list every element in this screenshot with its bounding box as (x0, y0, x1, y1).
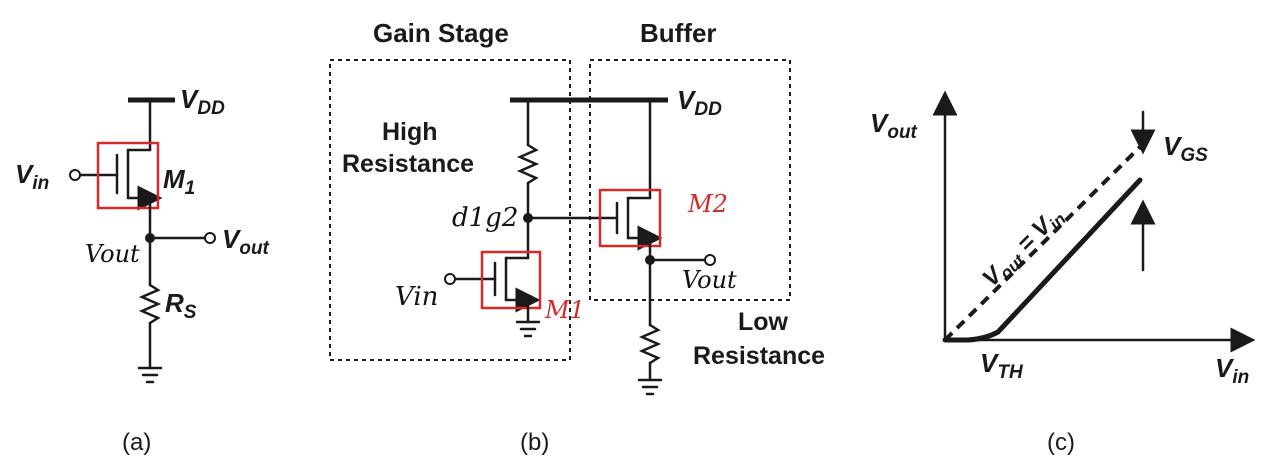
m1-label-a: M1 (163, 164, 195, 199)
vout-terminal-b (704, 254, 716, 266)
high-resistance-label-2: Resistance (342, 150, 474, 178)
resistor-rs-a (138, 283, 162, 325)
ground-symbol-a (137, 366, 163, 384)
vout-handwritten-a: Vout (85, 240, 140, 268)
m2-handwritten-b: M2 (687, 190, 728, 218)
buffer-box (589, 59, 791, 301)
vout-equals-vin-line (943, 142, 1145, 342)
ground-symbol-b1 (515, 320, 541, 338)
panel-a-source-follower: VDD Vin M1 Vout Vout RS (a) (15, 84, 270, 456)
vgs-label: VGS (1163, 131, 1208, 166)
vdd-label-a: VDD (180, 84, 225, 119)
rs-label-a: RS (165, 288, 197, 323)
high-resistance-label-1: High (382, 118, 438, 146)
vout-response-curve (942, 177, 1143, 343)
m1-highlight-box-b (480, 250, 542, 310)
low-resistance-label-2: Resistance (693, 342, 825, 370)
vin-terminal-a (69, 169, 81, 181)
m2-highlight-box-b (598, 188, 662, 248)
caption-a: (a) (122, 429, 151, 456)
resistor-load-b (516, 143, 540, 185)
m1-handwritten-b: M1 (544, 296, 585, 324)
buffer-label: Buffer (640, 18, 717, 48)
panel-b-gain-buffer: Gain Stage Buffer High Resistance Low Re… (329, 18, 825, 456)
vin-label-a: Vin (15, 159, 49, 194)
ground-symbol-b2 (637, 378, 663, 396)
d1g2-handwritten: d1g2 (452, 203, 518, 233)
y-axis-label: Vout (870, 108, 918, 143)
vdd-label-b: VDD (677, 85, 722, 120)
panel-c-transfer-curve: Vout Vin VGS VTH Vout = Vin (c) (870, 90, 1256, 456)
low-resistance-label-1: Low (738, 308, 789, 336)
transistor-m2-b (615, 196, 663, 251)
resistor-rs-b (638, 323, 662, 365)
vout-terminal-a (204, 232, 216, 244)
vout-equals-vin-label: Vout = Vin (977, 202, 1070, 295)
x-axis-label: Vin (1215, 353, 1249, 388)
m1-highlight-box-a (96, 141, 160, 210)
vout-handwritten-b: Vout (682, 266, 737, 294)
vth-label: VTH (980, 348, 1024, 383)
vin-terminal-b (444, 273, 456, 285)
vin-handwritten-b: Vin (395, 282, 438, 312)
transistor-m1-a (78, 148, 163, 211)
vout-label-a: Vout (222, 224, 270, 259)
gain-stage-label: Gain Stage (373, 18, 509, 48)
gain-stage-box (329, 59, 571, 361)
caption-b: (b) (520, 429, 549, 456)
caption-c: (c) (1047, 429, 1075, 456)
transistor-m1-b (453, 256, 541, 313)
